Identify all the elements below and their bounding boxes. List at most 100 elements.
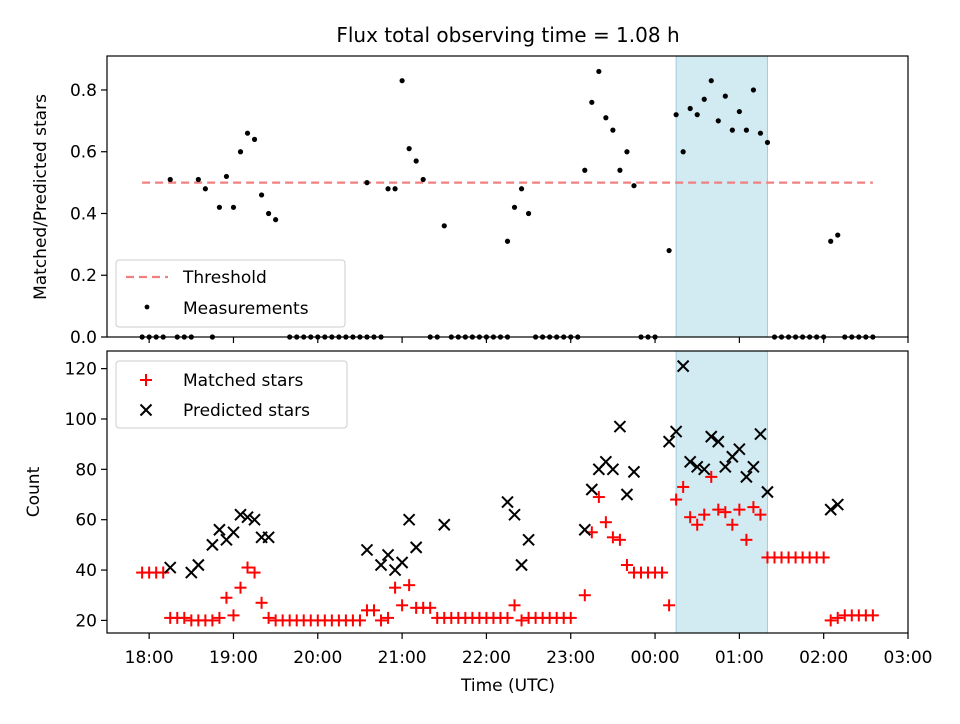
predicted-star-point xyxy=(234,508,247,521)
matched-star-point xyxy=(220,591,233,604)
predicted-star-point xyxy=(508,508,521,521)
measurement-point xyxy=(828,238,834,244)
predicted-star-point xyxy=(227,526,240,539)
matched-star-point xyxy=(740,533,753,546)
y-tick-label: 0.6 xyxy=(70,143,97,163)
matched-star-point xyxy=(705,470,718,483)
x-tick-label: 02:00 xyxy=(799,648,848,668)
predicted-star-point xyxy=(515,558,528,572)
predicted-star-point xyxy=(712,435,725,448)
legend-threshold-label: Threshold xyxy=(182,268,267,288)
y-tick-label: 0.8 xyxy=(70,81,97,101)
measurement-point xyxy=(743,127,749,133)
matched-star-point xyxy=(424,601,437,614)
matched-star-point xyxy=(227,609,240,622)
measurement-point xyxy=(223,173,230,180)
predicted-star-point xyxy=(402,513,416,526)
predicted-star-point xyxy=(606,463,620,476)
x-tick-label: 21:00 xyxy=(378,648,427,668)
matched-star-point xyxy=(157,566,170,579)
ratio-legend: Threshold Measurements xyxy=(115,259,346,328)
matched-star-point xyxy=(564,611,577,624)
predicted-star-point xyxy=(374,558,388,572)
y-tick-label: 80 xyxy=(75,460,97,480)
matched-star-point xyxy=(599,516,612,529)
measurement-point xyxy=(406,146,412,152)
predicted-star-point xyxy=(831,498,844,511)
predicted-star-point xyxy=(698,463,711,476)
y-tick-label: 0.4 xyxy=(70,204,97,224)
x-axis-label: Time (UTC) xyxy=(460,676,555,696)
matched-star-point xyxy=(698,508,711,521)
matched-star-point xyxy=(754,508,767,521)
measurement-point xyxy=(525,210,532,217)
legend-matched-label: Matched stars xyxy=(183,371,303,391)
predicted-star-point xyxy=(691,460,704,474)
legend-measurements-swatch xyxy=(144,304,150,310)
matched-star-point xyxy=(206,614,219,627)
legend-predicted-swatch xyxy=(139,403,153,417)
ratio-highlight-span xyxy=(676,56,768,337)
predicted-star-point xyxy=(627,465,641,479)
count-legend-box xyxy=(115,360,348,429)
measurement-point xyxy=(251,136,258,142)
y-tick-label: 0.0 xyxy=(70,328,97,348)
predicted-star-point xyxy=(719,460,732,474)
matched-star-point xyxy=(656,566,669,579)
x-tick-label: 03:00 xyxy=(884,648,933,668)
ratio-legend-box xyxy=(115,259,346,328)
measurement-point xyxy=(266,210,272,217)
x-tick-label: 01:00 xyxy=(715,648,764,668)
predicted-star-point xyxy=(522,533,535,547)
predicted-star-point xyxy=(676,359,690,373)
measurement-point xyxy=(413,158,419,164)
measurement-point xyxy=(589,99,595,105)
matched-star-point xyxy=(677,480,690,493)
predicted-star-point xyxy=(747,460,760,474)
matched-star-point xyxy=(389,581,402,594)
predicted-star-point xyxy=(578,523,591,536)
matched-star-point xyxy=(368,604,380,617)
x-tick-label: 23:00 xyxy=(546,648,595,668)
x-tick-label: 20:00 xyxy=(293,648,342,668)
matched-star-point xyxy=(255,596,268,609)
matched-star-point xyxy=(241,561,254,574)
matched-star-point xyxy=(684,511,697,524)
matched-star-point xyxy=(396,599,409,612)
predicted-star-point xyxy=(206,538,219,552)
measurement-point xyxy=(385,186,391,192)
measurement-point xyxy=(736,108,742,115)
measurement-point xyxy=(230,204,237,210)
matched-star-point xyxy=(353,614,366,627)
predicted-star-point xyxy=(585,483,599,496)
measurement-point xyxy=(237,149,244,155)
count-y-axis-label: Count xyxy=(24,466,44,517)
measurement-point xyxy=(750,87,757,93)
matched-star-point xyxy=(178,611,191,624)
measurement-point xyxy=(764,139,771,146)
measurement-point xyxy=(518,186,525,192)
predicted-star-point xyxy=(438,518,451,531)
measurement-point xyxy=(708,78,714,84)
measurement-point xyxy=(757,130,764,136)
matched-star-point xyxy=(213,611,226,624)
matched-star-point xyxy=(747,501,760,514)
measurement-point xyxy=(420,176,426,183)
matched-star-point xyxy=(501,611,514,624)
measurement-point xyxy=(610,127,616,133)
legend-measurements-label: Measurements xyxy=(183,299,309,319)
predicted-star-point xyxy=(262,531,275,544)
measurement-point xyxy=(582,167,588,173)
measurement-point xyxy=(624,149,630,155)
y-tick-label: 100 xyxy=(65,410,97,430)
predicted-star-point xyxy=(248,513,261,526)
predicted-star-point xyxy=(733,442,746,456)
measurement-point xyxy=(167,176,173,183)
measurement-point xyxy=(364,180,370,186)
chart-title: Flux total observing time = 1.08 h xyxy=(336,23,679,47)
x-tick-label: 22:00 xyxy=(462,648,511,668)
measurement-point xyxy=(399,78,405,84)
predicted-star-point xyxy=(740,470,753,484)
measurement-point xyxy=(835,232,841,238)
matched-star-point xyxy=(592,491,605,504)
